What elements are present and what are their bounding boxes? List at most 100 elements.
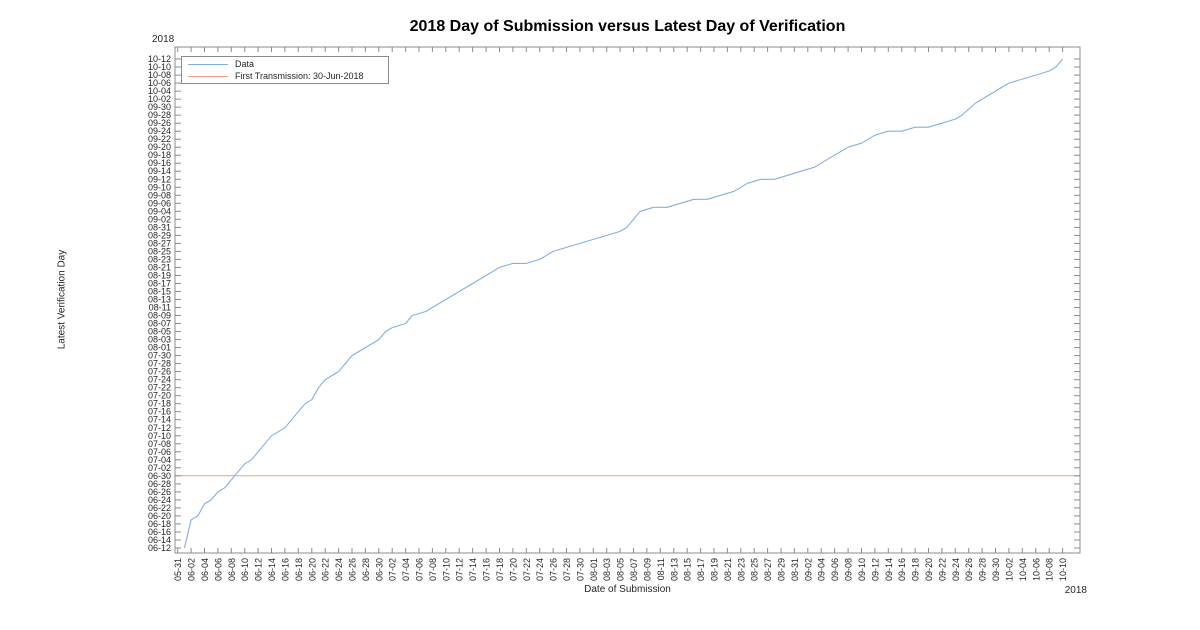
x-tick-label: 08-23: [736, 558, 746, 581]
y-tick-label: 07-06: [148, 447, 171, 457]
x-tick-label: 06-12: [254, 558, 264, 581]
x-tick-label: 10-06: [1031, 558, 1041, 581]
y-tick-label: 08-29: [148, 230, 171, 240]
x-tick-label: 08-21: [723, 558, 733, 581]
x-tick-label: 08-17: [696, 558, 706, 581]
y-tick-label: 06-30: [148, 471, 171, 481]
x-tick-label: 09-22: [937, 558, 947, 581]
y-tick-label: 08-31: [148, 222, 171, 232]
y-tick-label: 07-18: [148, 399, 171, 409]
x-tick-label: 07-22: [522, 558, 532, 581]
x-tick-label: 07-28: [562, 558, 572, 581]
y-tick-label: 08-09: [148, 311, 171, 321]
x-tick-label: 08-09: [642, 558, 652, 581]
x-tick-label: 08-07: [629, 558, 639, 581]
x-tick-label: 06-18: [294, 558, 304, 581]
y-tick-label: 07-08: [148, 439, 171, 449]
first-transmission-line-sample: [188, 75, 228, 77]
y-tick-label: 09-12: [148, 174, 171, 184]
x-tick-label: 07-20: [508, 558, 518, 581]
x-tick-label: 09-28: [978, 558, 988, 581]
y-tick-label: 09-14: [148, 166, 171, 176]
x-tick-label: 08-19: [710, 558, 720, 581]
x-tick-label: 09-30: [991, 558, 1001, 581]
x-tick-label: 08-15: [683, 558, 693, 581]
y-tick-label: 08-01: [148, 343, 171, 353]
x-tick-label: 10-10: [1058, 558, 1068, 581]
y-axis-label: Latest Verification Day: [56, 249, 68, 350]
y-tick-label: 06-20: [148, 511, 171, 521]
legend-item-data: Data: [182, 58, 388, 70]
x-tick-label: 09-18: [911, 558, 921, 581]
y-tick-label: 07-10: [148, 431, 171, 441]
x-tick-label: 06-10: [240, 558, 250, 581]
x-axis-label: Date of Submission: [584, 584, 671, 595]
y-tick-label: 07-24: [148, 375, 171, 385]
legend: Data First Transmission: 30-Jun-2018: [181, 56, 389, 84]
y-tick-label: 10-04: [148, 86, 171, 96]
x-tick-label: 06-06: [213, 558, 223, 581]
y-tick-label: 08-13: [148, 295, 171, 305]
y-tick-label: 09-10: [148, 182, 171, 192]
x-tick-label: 06-26: [348, 558, 358, 581]
y-tick-label: 08-23: [148, 254, 171, 264]
y-tick-label: 10-06: [148, 78, 171, 88]
x-tick-label: 07-12: [455, 558, 465, 581]
x-tick-label: 08-25: [750, 558, 760, 581]
y-tick-label: 08-11: [149, 303, 171, 313]
x-tick-label: 10-04: [1018, 558, 1028, 581]
legend-label: First Transmission: 30-Jun-2018: [235, 71, 364, 81]
x-tick-label: 08-31: [790, 558, 800, 581]
y-tick-label: 09-16: [148, 158, 171, 168]
x-tick-label: 08-03: [602, 558, 612, 581]
x-tick-label: 07-18: [495, 558, 505, 581]
legend-item-first-transmission: First Transmission: 30-Jun-2018: [182, 70, 388, 82]
y-tick-label: 07-14: [148, 415, 171, 425]
x-tick-label: 07-26: [549, 558, 559, 581]
y-tick-label: 07-12: [148, 423, 171, 433]
x-tick-label: 09-14: [884, 558, 894, 581]
y-tick-label: 06-26: [148, 487, 171, 497]
y-tick-label: 07-26: [148, 367, 171, 377]
y-tick-label: 10-02: [148, 94, 171, 104]
y-tick-label: 08-07: [148, 319, 171, 329]
x-tick-label: 07-08: [428, 558, 438, 581]
x-tick-label: 07-16: [482, 558, 492, 581]
x-tick-label: 09-06: [830, 558, 840, 581]
y-tick-label: 09-20: [148, 142, 171, 152]
y-tick-label: 10-08: [148, 70, 171, 80]
x-tick-label: 06-22: [321, 558, 331, 581]
x-tick-label: 06-08: [227, 558, 237, 581]
y-tick-label: 09-22: [148, 134, 171, 144]
x-tick-label: 05-31: [173, 558, 183, 581]
x-tick-label: 06-04: [200, 558, 210, 581]
x-tick-label: 06-20: [307, 558, 317, 581]
x-tick-label: 09-24: [951, 558, 961, 581]
y-tick-label: 06-18: [148, 519, 171, 529]
x-tick-label: 08-01: [589, 558, 599, 581]
y-tick-label: 07-30: [148, 351, 171, 361]
y-tick-label: 08-15: [148, 287, 171, 297]
y-tick-label: 08-19: [148, 271, 171, 281]
y-tick-label: 09-02: [148, 214, 171, 224]
y-tick-label: 09-18: [148, 150, 171, 160]
y-tick-label: 07-28: [148, 359, 171, 369]
x-tick-label: 06-14: [267, 558, 277, 581]
y-tick-label: 09-04: [148, 206, 171, 216]
x-tick-label: 07-30: [575, 558, 585, 581]
axes-box: [174, 46, 1081, 554]
x-tick-label: 08-05: [616, 558, 626, 581]
x-tick-label: 06-28: [361, 558, 371, 581]
y-tick-label: 06-22: [148, 503, 171, 513]
x-tick-label: 06-30: [374, 558, 384, 581]
y-tick-label: 07-22: [148, 383, 171, 393]
y-tick-label: 10-10: [148, 62, 171, 72]
x-tick-label: 07-24: [535, 558, 545, 581]
x-tick-label: 07-10: [441, 558, 451, 581]
x-tick-label: 09-02: [803, 558, 813, 581]
x-axis-ticks: 05-31 06-02 06-04 06-06 06-08 06-10 06-12 06-14…: [173, 47, 1068, 581]
x-tick-label: 07-04: [401, 558, 411, 581]
x-tick-label: 08-27: [763, 558, 773, 581]
chart-title: 2018 Day of Submission versus Latest Day…: [409, 18, 846, 35]
